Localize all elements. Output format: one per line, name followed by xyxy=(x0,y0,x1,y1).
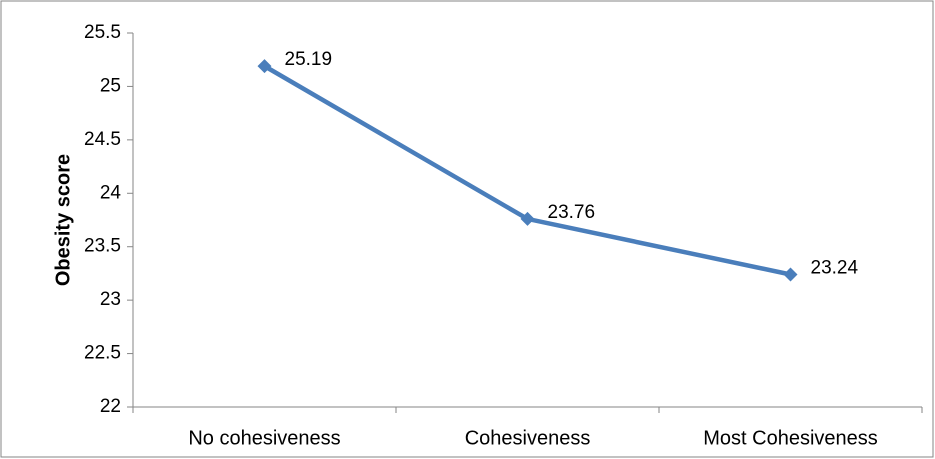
data-marker xyxy=(520,211,535,226)
data-marker xyxy=(783,267,798,282)
y-tick-label: 23 xyxy=(100,289,121,310)
data-label: 23.76 xyxy=(548,202,596,223)
y-axis-label: Obesity score xyxy=(52,154,74,286)
y-tick-label: 22 xyxy=(100,396,121,417)
y-tick-label: 25 xyxy=(100,75,121,96)
x-tick-label: Most Cohesiveness xyxy=(703,427,878,449)
y-tick-label: 23.5 xyxy=(84,236,121,257)
y-tick-label: 24.5 xyxy=(84,129,121,150)
x-tick-label: Cohesiveness xyxy=(465,427,591,449)
x-tick-label: No cohesiveness xyxy=(188,427,340,449)
y-tick-label: 24 xyxy=(100,182,122,203)
data-label: 23.24 xyxy=(811,258,859,279)
data-marker xyxy=(257,59,272,74)
data-label: 25.19 xyxy=(285,49,333,70)
y-tick-label: 22.5 xyxy=(84,343,121,364)
y-tick-label: 25.5 xyxy=(84,22,121,43)
